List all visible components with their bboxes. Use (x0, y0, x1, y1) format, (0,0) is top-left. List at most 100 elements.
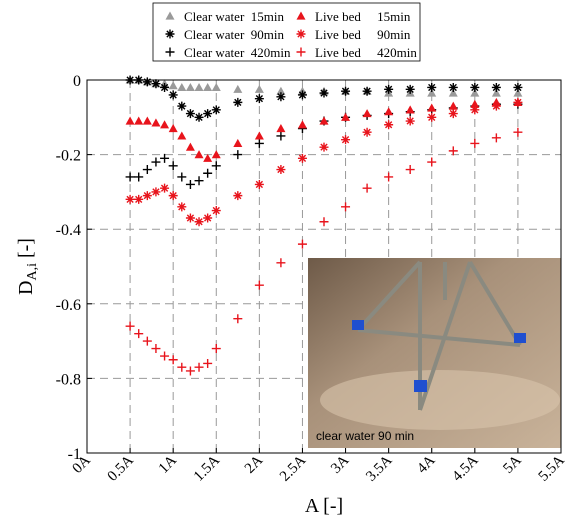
legend-label: Clear water 420min (184, 45, 291, 60)
marker (470, 105, 480, 115)
marker (203, 82, 213, 92)
marker (233, 150, 243, 160)
marker (341, 112, 351, 121)
marker (185, 179, 195, 189)
marker (160, 183, 170, 193)
legend-label: Live bed 420min (315, 45, 417, 60)
x-tick-label: 1A (156, 452, 180, 476)
marker (203, 109, 213, 119)
marker (254, 131, 264, 140)
marker (177, 172, 187, 182)
marker (513, 127, 523, 137)
marker (177, 101, 187, 111)
marker (362, 109, 372, 118)
marker (341, 202, 351, 212)
marker (168, 81, 178, 90)
marker (470, 88, 480, 97)
y-tick-label: -0.2 (56, 148, 81, 165)
legend-label: Live bed 15min (315, 9, 411, 24)
marker (185, 142, 195, 151)
marker (233, 97, 243, 107)
y-tick-label: -0.8 (56, 371, 81, 388)
marker (470, 82, 480, 92)
marker (405, 116, 415, 126)
marker (134, 194, 144, 204)
marker (297, 239, 307, 249)
marker (405, 84, 415, 94)
marker (142, 191, 152, 201)
marker (151, 157, 161, 167)
legend-marker (296, 47, 306, 57)
legend-label: Clear water 90min (184, 27, 284, 42)
marker (168, 191, 178, 201)
series (125, 127, 523, 376)
marker (276, 123, 286, 133)
marker (160, 153, 170, 163)
marker (134, 116, 144, 125)
marker (491, 88, 501, 97)
marker (448, 109, 458, 119)
x-tick-label: 5A (500, 452, 524, 476)
marker (470, 138, 480, 148)
y-tick-label: -0.4 (56, 222, 81, 239)
marker (319, 217, 329, 227)
marker (211, 105, 221, 115)
marker (160, 351, 170, 361)
marker (276, 92, 286, 102)
marker (384, 84, 394, 94)
inset-caption: clear water 90 min (316, 429, 414, 443)
marker (319, 142, 329, 152)
marker (233, 314, 243, 324)
marker (168, 161, 178, 171)
x-tick-label: 4A (414, 452, 438, 476)
marker (142, 165, 152, 175)
marker (384, 107, 394, 116)
inset-photo: clear water 90 min (308, 258, 561, 448)
marker (177, 82, 187, 92)
marker (160, 120, 170, 129)
marker (254, 138, 264, 148)
x-tick-label: 0.5A (105, 452, 137, 484)
marker (362, 183, 372, 193)
marker (233, 138, 243, 148)
marker (151, 344, 161, 354)
legend-box (152, 2, 421, 62)
marker (448, 88, 458, 97)
marker (134, 172, 144, 182)
marker (254, 280, 264, 290)
marker (194, 176, 204, 186)
marker (151, 187, 161, 197)
legend-label: Live bed 90min (315, 27, 411, 42)
y-tick-label: -0.6 (56, 297, 81, 314)
marker (276, 131, 286, 141)
marker (142, 77, 152, 87)
legend-label: Clear water 15min (184, 9, 284, 24)
marker (177, 202, 187, 212)
marker (211, 206, 221, 216)
marker (125, 194, 135, 204)
marker (448, 82, 458, 92)
marker (448, 101, 458, 110)
plot-frame (86, 79, 562, 454)
series (125, 97, 523, 227)
marker (297, 153, 307, 163)
marker (362, 86, 372, 96)
marker (513, 82, 523, 92)
y-tick-label: 0 (73, 73, 81, 90)
marker (427, 88, 437, 97)
y-label-sub: A,i (25, 263, 40, 281)
marker (276, 86, 286, 95)
y-axis-label: DA,i [-] (15, 238, 40, 295)
marker (211, 150, 221, 159)
marker (151, 118, 161, 127)
marker (125, 116, 135, 125)
x-tick-label: 5.5A (536, 452, 568, 484)
marker (254, 94, 264, 104)
marker (194, 112, 204, 122)
marker (448, 146, 458, 156)
marker (427, 82, 437, 92)
marker (233, 84, 243, 93)
marker (297, 120, 307, 129)
marker (125, 172, 135, 182)
marker (341, 135, 351, 145)
